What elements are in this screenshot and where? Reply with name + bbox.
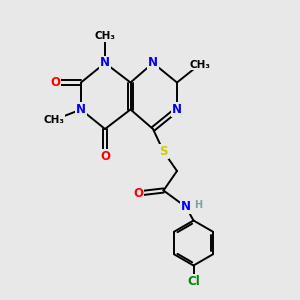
Text: CH₃: CH₃ (94, 31, 116, 41)
Text: O: O (133, 187, 143, 200)
Text: N: N (172, 103, 182, 116)
Text: CH₃: CH₃ (189, 59, 210, 70)
Text: N: N (76, 103, 86, 116)
Text: O: O (50, 76, 61, 89)
Text: S: S (159, 145, 168, 158)
Text: N: N (100, 56, 110, 70)
Text: CH₃: CH₃ (44, 115, 64, 125)
Text: N: N (181, 200, 191, 214)
Text: N: N (148, 56, 158, 70)
Text: O: O (100, 149, 110, 163)
Text: H: H (194, 200, 203, 211)
Text: Cl: Cl (187, 275, 200, 288)
